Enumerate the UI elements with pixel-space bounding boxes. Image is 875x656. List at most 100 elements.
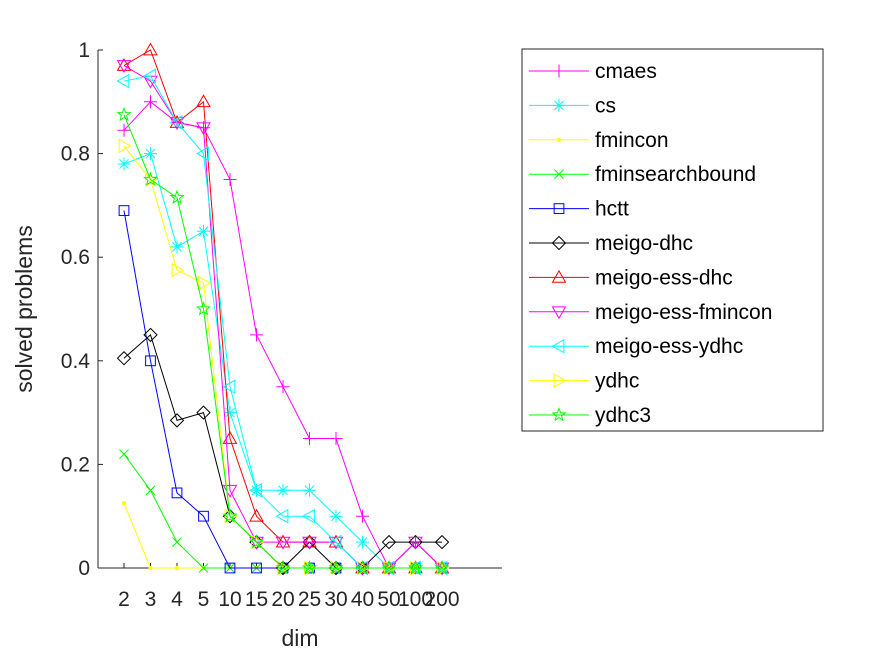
data-point (303, 432, 316, 445)
data-point (249, 508, 264, 522)
legend-marker (551, 407, 567, 422)
data-point (116, 73, 130, 89)
series-meigo-ess-ydhc (116, 68, 448, 576)
data-point (142, 171, 159, 186)
series-cmaes (117, 95, 449, 575)
legend-item: cs (529, 94, 616, 117)
legend-marker (551, 269, 567, 283)
legend-label: fminsearchbound (595, 163, 756, 186)
y-tick-label: 1 (78, 39, 90, 62)
legend-label: meigo-ess-fmincon (595, 301, 772, 324)
data-point (328, 560, 344, 575)
series-line (123, 145, 442, 569)
data-point (118, 138, 132, 154)
data-point (328, 534, 342, 550)
x-tick-label: 100 (398, 588, 433, 611)
x-tick-label: 20 (271, 588, 294, 611)
data-point (171, 487, 183, 499)
data-point (223, 173, 237, 186)
data-point (121, 501, 127, 506)
data-point (169, 115, 185, 128)
series-line (123, 152, 442, 569)
legend-label: meigo-dhc (595, 232, 693, 255)
data-point (198, 275, 212, 291)
series-line (123, 453, 442, 569)
data-point (276, 483, 290, 497)
data-point (170, 240, 184, 254)
legend-label: cmaes (595, 60, 657, 83)
legend-marker (554, 169, 564, 180)
data-point (328, 536, 344, 550)
legend-label: hctt (595, 198, 629, 221)
x-tick-label: 2 (118, 588, 130, 611)
data-point (356, 509, 369, 523)
series-fminsearchbound (119, 449, 447, 573)
data-point (144, 147, 157, 161)
data-point (116, 351, 132, 366)
data-point (301, 508, 315, 524)
x-tick-label: 5 (198, 588, 210, 611)
data-point (222, 430, 238, 444)
x-tick-label: 15 (245, 588, 268, 611)
data-point (117, 157, 131, 171)
legend-marker (551, 338, 565, 354)
legend-label: fmincon (595, 129, 669, 152)
data-point (354, 560, 371, 575)
legend-item: meigo-ess-dhc (529, 266, 733, 289)
legend-marker (553, 203, 565, 214)
legend-item: meigo-dhc (529, 232, 693, 255)
data-point (250, 328, 263, 342)
data-point (197, 224, 210, 238)
y-tick-label: 0.6 (61, 246, 90, 269)
series-group (116, 42, 450, 576)
data-point (196, 94, 211, 108)
y-tick-label: 0 (78, 557, 90, 580)
data-point (223, 406, 237, 420)
series-meigo-ess-fmincon (116, 60, 450, 576)
legend-marker (556, 137, 562, 142)
data-point (148, 565, 153, 571)
series-cs (117, 147, 449, 575)
data-point (302, 534, 317, 548)
data-point (169, 115, 183, 130)
legend-item: meigo-ess-fmincon (529, 301, 772, 324)
data-point (116, 58, 132, 71)
x-tick-label: 50 (377, 588, 400, 611)
data-point (251, 562, 262, 574)
legend-marker (552, 64, 566, 78)
data-point (248, 482, 262, 498)
data-point (117, 123, 131, 137)
y-tick-label: 0.8 (61, 143, 90, 166)
data-point (118, 205, 130, 216)
legend-marker (553, 373, 567, 388)
x-tick-label: 4 (171, 588, 183, 611)
data-point (275, 508, 289, 524)
series-ydhc3 (116, 106, 450, 575)
data-point (116, 60, 132, 74)
legend-item: hctt (529, 198, 629, 221)
data-point (408, 536, 423, 550)
data-point (172, 537, 182, 548)
x-tick-label: 30 (324, 588, 347, 611)
data-point (143, 327, 158, 343)
data-point (174, 565, 180, 571)
x-tick-label: 25 (298, 588, 321, 611)
data-point (196, 122, 211, 136)
data-point (198, 563, 209, 573)
series-ydhc (118, 138, 450, 576)
data-point (301, 560, 318, 575)
data-point (329, 432, 343, 445)
data-point (143, 42, 158, 56)
data-point (328, 534, 344, 548)
legend-item: ydhc (529, 370, 639, 393)
data-point (195, 301, 212, 316)
legend-item: ydhc3 (529, 404, 651, 427)
data-point (119, 449, 129, 459)
data-point (434, 560, 450, 575)
data-point (407, 560, 424, 575)
data-point (275, 534, 291, 548)
data-point (355, 560, 370, 574)
x-tick-label: 10 (218, 588, 241, 611)
data-point (171, 262, 185, 278)
